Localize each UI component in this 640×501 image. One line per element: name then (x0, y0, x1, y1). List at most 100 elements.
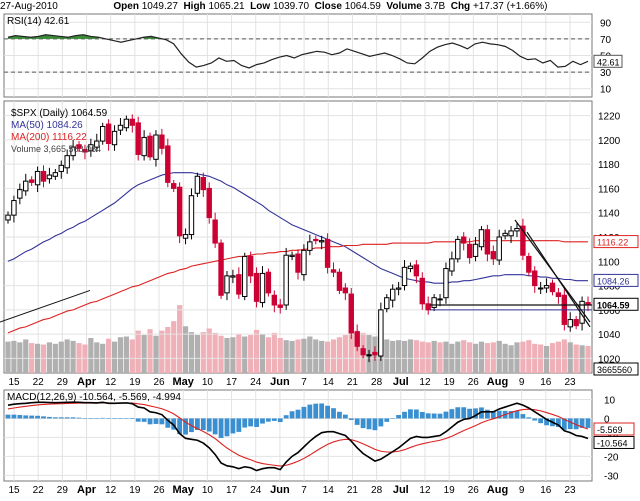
candle-body (159, 134, 165, 149)
price-tick-label: 1160 (598, 184, 620, 195)
macd-last-value: -10.564 (597, 438, 628, 448)
macd-histogram-bar (538, 418, 544, 424)
candle-body (472, 243, 479, 257)
low-value: 1039.70 (272, 1, 310, 12)
volume-bar (526, 340, 532, 373)
macd-line (7, 401, 589, 472)
macd-histogram-bar (526, 417, 532, 419)
price-x-tick-label: Jul (393, 376, 409, 388)
volume-label: Volume (386, 1, 422, 12)
price-axis-label-box (593, 362, 639, 376)
chg-label: Chg (450, 1, 471, 12)
macd-x-tick-label: 26 (468, 485, 480, 496)
macd-histogram-bar (419, 411, 425, 419)
macd-histogram-bar (289, 411, 295, 419)
rsi-last-value-box (593, 54, 623, 68)
macd-histogram-bar (100, 417, 106, 419)
volume-bar (206, 328, 212, 373)
macd-last-value-box (593, 422, 635, 436)
macd-histogram-bar (585, 418, 591, 428)
candle-body (407, 265, 414, 270)
candle-body (301, 249, 307, 276)
volume-bar (5, 341, 11, 373)
macd-histogram-bar (70, 417, 76, 419)
rsi-last-value: 42.61 (597, 57, 620, 67)
volume-bar (277, 337, 283, 373)
candle-body (336, 271, 343, 291)
candle-body (318, 240, 325, 243)
candle-body (425, 303, 431, 311)
macd-histogram-bar (307, 404, 313, 419)
macd-histogram-bar (573, 418, 579, 430)
macd-histogram-bar (319, 403, 325, 419)
volume-bar (236, 333, 242, 373)
volume-bar (23, 339, 29, 373)
price-x-tick-label: 21 (347, 377, 359, 388)
candle-body (206, 187, 212, 219)
candle-body (40, 170, 47, 182)
macd-histogram-bar (437, 413, 443, 419)
price-x-tick-label: 22 (33, 377, 45, 388)
macd-x-tick-label: 15 (8, 485, 20, 496)
candle-body (94, 140, 100, 148)
macd-x-tick-label: 26 (153, 485, 165, 496)
price-x-tick-label: 9 (519, 377, 525, 388)
candle-body (70, 146, 76, 157)
volume-bar (177, 305, 183, 373)
candle-body (236, 274, 242, 295)
macd-histogram-bar (200, 418, 206, 431)
macd-histogram-bar (64, 417, 70, 419)
candle-body (520, 225, 526, 256)
macd-histogram-bar (194, 418, 200, 431)
macd-x-tick-label: 16 (540, 485, 552, 496)
volume-bar (58, 341, 64, 373)
candle-body (200, 177, 207, 191)
price-axis-label-box (593, 235, 639, 249)
candle-body (490, 251, 497, 260)
macd-histogram-bar (17, 415, 23, 419)
candle-body (549, 282, 556, 293)
macd-histogram-bar (496, 410, 502, 419)
macd-x-tick-label: 17 (226, 485, 238, 496)
volume-bar (336, 337, 343, 373)
candle-body (230, 275, 236, 278)
macd-histogram-bar (283, 415, 289, 419)
price-legend-item: Volume 3,665,560,064 (11, 144, 101, 154)
rsi-tick-label: 30 (600, 68, 612, 79)
macd-histogram-bar (254, 418, 259, 427)
price-x-tick-label: Aug (487, 376, 508, 388)
rsi-line (7, 34, 589, 69)
rsi-tick-label: 10 (600, 85, 612, 96)
price-tick-label: 1100 (598, 257, 620, 268)
candle-body (123, 118, 130, 129)
macd-histogram-bar (579, 418, 585, 428)
candle-body (88, 144, 94, 152)
price-x-tick-label: 15 (8, 377, 20, 388)
macd-tick-label: -20 (604, 452, 619, 463)
macd-histogram-bar (94, 418, 100, 419)
volume-bar (437, 342, 443, 373)
macd-histogram-bar (271, 418, 277, 421)
chg-value: +17.37 (+1.66%) (472, 1, 548, 12)
macd-histogram-bar (123, 418, 129, 419)
macd-histogram-bar (266, 418, 271, 422)
macd-histogram-bar (431, 413, 437, 419)
candle-body (389, 288, 396, 301)
candle-body (82, 149, 88, 153)
candle-body (17, 189, 23, 199)
candle-body (354, 331, 360, 347)
macd-histogram-bar (360, 418, 366, 429)
rsi-legend: RSI(14) 42.61 (7, 16, 70, 27)
volume-bar (129, 339, 135, 373)
macd-histogram-bar (29, 415, 35, 419)
macd-last-value-box (593, 435, 635, 449)
macd-x-tick-label: 19 (444, 485, 456, 496)
macd-histogram-bar (206, 418, 212, 432)
macd-histogram-bar (218, 418, 224, 438)
price-x-tick-label: 19 (129, 377, 141, 388)
price-axis-label: 1116.22 (597, 238, 628, 248)
candle-body (64, 155, 70, 169)
volume-bar (443, 341, 449, 373)
ma50-line (7, 172, 588, 284)
